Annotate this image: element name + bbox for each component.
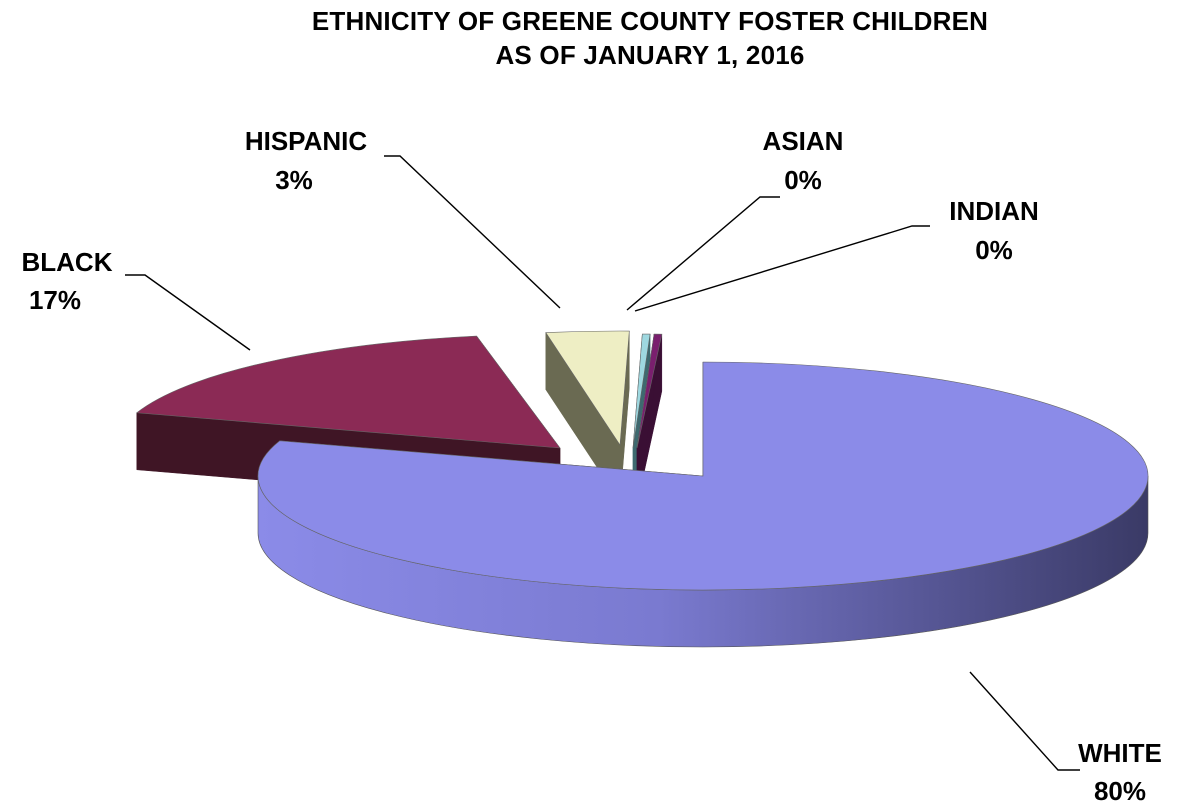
leader-line-hispanic xyxy=(384,155,561,309)
slice-value-asian: 0% xyxy=(784,165,822,195)
slice-label-hispanic: HISPANIC xyxy=(245,126,368,156)
leader-line-indian xyxy=(634,225,930,312)
slice-label-indian: INDIAN xyxy=(949,196,1039,226)
pie-slice-hispanic xyxy=(545,330,630,503)
chart-title-line-1: ETHNICITY OF GREENE COUNTY FOSTER CHILDR… xyxy=(311,6,989,36)
slice-label-asian: ASIAN xyxy=(763,126,844,156)
pie-slice-top-indian xyxy=(636,333,663,449)
leader-line-black xyxy=(125,274,251,351)
pie-slice-top-asian xyxy=(632,333,651,449)
pie-slice-top-hispanic xyxy=(545,330,630,446)
pie-slice-top-white xyxy=(257,361,1149,591)
slice-value-indian: 0% xyxy=(975,235,1013,265)
pie-slice-top-black xyxy=(135,335,561,449)
slice-value-hispanic: 3% xyxy=(275,165,313,195)
slice-label-white: WHITE xyxy=(1078,738,1162,768)
pie-slice-white xyxy=(257,361,1149,648)
leader-line-asian xyxy=(626,196,780,311)
slice-value-white: 80% xyxy=(1094,776,1146,806)
slice-value-black: 17% xyxy=(29,285,81,315)
slice-label-black: BLACK xyxy=(22,247,113,277)
chart-title-line-2: AS OF JANUARY 1, 2016 xyxy=(495,40,805,70)
pie-slice-indian xyxy=(636,333,663,506)
leader-line-white xyxy=(969,671,1080,771)
